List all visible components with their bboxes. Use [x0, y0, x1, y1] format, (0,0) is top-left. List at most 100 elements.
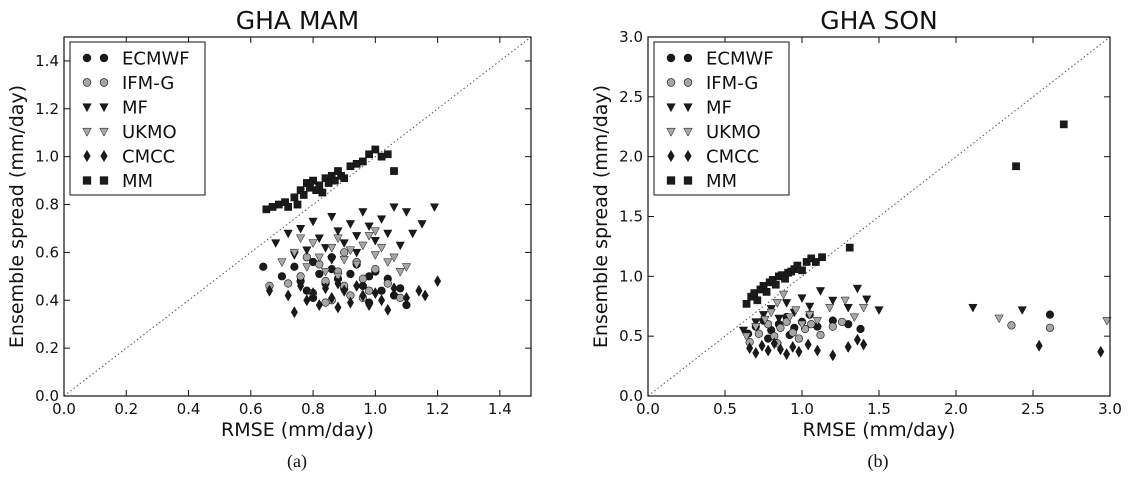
data-point — [793, 261, 802, 270]
legend-entry-ifm-g: IFM-G — [82, 73, 174, 94]
legend-label: UKMO — [122, 122, 177, 143]
data-point — [358, 241, 368, 251]
data-point — [327, 244, 337, 253]
legend-marker — [82, 103, 92, 113]
data-point — [395, 268, 405, 277]
legend-label: ECMWF — [122, 49, 190, 70]
legend-label: CMCC — [122, 147, 175, 168]
data-point — [762, 288, 771, 296]
legend-label: IFM-G — [122, 73, 174, 94]
data-point — [795, 345, 803, 358]
chart-title: GHA SON — [820, 6, 937, 35]
data-point — [320, 244, 331, 253]
legend-marker — [666, 78, 676, 87]
data-point — [358, 281, 367, 291]
data-point — [359, 157, 367, 166]
data-point — [309, 287, 317, 300]
data-point — [789, 340, 797, 353]
data-point — [837, 317, 847, 326]
data-point — [1045, 323, 1055, 332]
legend-label: CMCC — [706, 147, 759, 168]
data-point — [1007, 321, 1016, 330]
data-point — [812, 258, 820, 266]
data-point — [421, 289, 429, 302]
data-point — [753, 296, 762, 305]
legend-marker — [683, 53, 693, 63]
y-tick-label: 0.0 — [35, 387, 59, 405]
data-point — [766, 308, 776, 318]
data-point — [402, 291, 410, 304]
legend-marker — [99, 103, 109, 113]
data-point — [384, 303, 392, 316]
data-point — [352, 232, 362, 241]
data-point — [296, 224, 306, 234]
data-point — [845, 243, 854, 252]
x-tick-label: 1.2 — [426, 400, 450, 418]
data-point — [774, 314, 784, 324]
x-tick-label: 0.4 — [177, 400, 201, 418]
data-point — [778, 290, 789, 300]
data-point — [345, 246, 356, 256]
y-tick-label: 2.5 — [619, 88, 643, 106]
data-point — [333, 227, 343, 236]
plot-frame — [63, 36, 532, 397]
data-point — [741, 332, 752, 342]
data-point — [738, 326, 749, 336]
series-ukmo-points — [741, 290, 1112, 342]
legend-marker — [82, 127, 92, 137]
legend-label: MM — [122, 171, 153, 192]
data-point — [339, 239, 349, 248]
data-point — [754, 329, 763, 338]
legend-entry-mf: MF — [666, 98, 732, 119]
legend-label: MM — [706, 171, 737, 192]
data-point — [859, 303, 869, 313]
y-axis-label: Ensemble spread (mm/day) — [6, 85, 28, 348]
series-mf-points — [738, 284, 1027, 336]
data-point — [752, 346, 760, 359]
legend-marker — [666, 127, 676, 137]
data-point — [290, 306, 298, 319]
y-tick-label: 2.0 — [619, 148, 643, 166]
data-point — [346, 269, 355, 279]
data-point — [314, 234, 324, 244]
data-point — [283, 229, 293, 239]
data-point — [849, 313, 859, 323]
data-point — [804, 338, 812, 351]
legend-entry-ecmwf: ECMWF — [666, 49, 774, 70]
data-point — [376, 215, 387, 224]
legend-box — [69, 41, 206, 196]
legend-marker — [100, 149, 108, 163]
series-ukmo-points — [277, 227, 412, 282]
data-point — [772, 299, 782, 308]
legend-box — [653, 41, 790, 196]
data-point — [1045, 310, 1055, 319]
legend: ECMWF IFM-G MF UKMO CMCC MM — [653, 41, 790, 196]
data-point — [797, 320, 807, 330]
data-point — [308, 239, 318, 248]
series-mm-points — [742, 120, 1068, 308]
data-point — [390, 282, 398, 295]
data-point — [284, 289, 292, 302]
x-tick-label: 3.0 — [1098, 400, 1122, 418]
data-point — [742, 300, 751, 308]
x-tick-label: 0.2 — [114, 400, 138, 418]
legend-marker — [99, 53, 109, 63]
data-point — [829, 349, 837, 362]
data-point — [302, 263, 312, 272]
data-point — [365, 299, 373, 312]
data-point — [1035, 339, 1043, 352]
y-tick-label: 1.0 — [35, 148, 59, 166]
data-point — [843, 303, 853, 313]
data-point — [783, 348, 791, 361]
data-point — [813, 344, 821, 357]
data-point — [320, 268, 331, 277]
y-tick-label: 0.5 — [619, 327, 643, 345]
series-cmcc-points — [746, 333, 1105, 362]
data-point — [277, 258, 287, 268]
data-point — [764, 344, 772, 357]
legend-entry-mm: MM — [82, 171, 153, 192]
data-point — [371, 145, 380, 154]
data-point — [327, 213, 337, 222]
data-point — [840, 296, 850, 306]
